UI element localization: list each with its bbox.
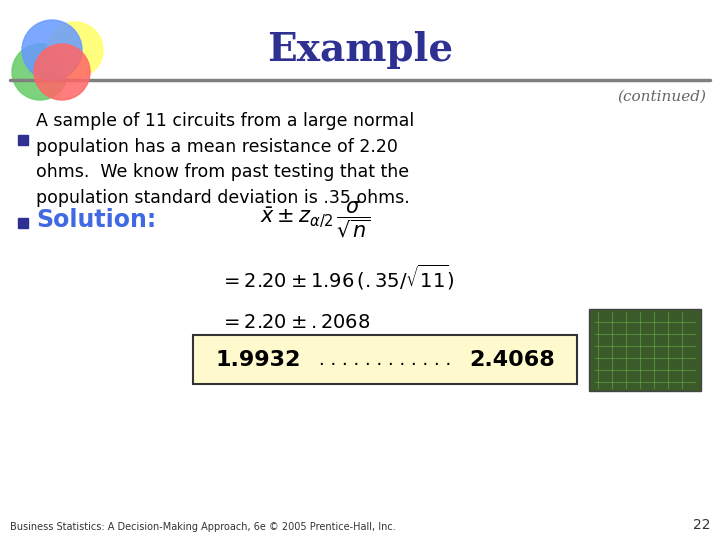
Text: $\bar{x} \pm z_{\alpha/2}\,\dfrac{\sigma}{\sqrt{n}}$: $\bar{x} \pm z_{\alpha/2}\,\dfrac{\sigma… — [260, 200, 371, 240]
Text: A sample of 11 circuits from a large normal
population has a mean resistance of : A sample of 11 circuits from a large nor… — [36, 112, 414, 207]
Circle shape — [22, 20, 82, 80]
FancyBboxPatch shape — [589, 309, 701, 391]
Text: 2.4068: 2.4068 — [469, 350, 555, 370]
Text: 22: 22 — [693, 518, 710, 532]
Circle shape — [12, 44, 68, 100]
Text: $= 2.20 \pm 1.96\,(.35/\sqrt{11})$: $= 2.20 \pm 1.96\,(.35/\sqrt{11})$ — [220, 262, 455, 292]
Text: 1.9932: 1.9932 — [215, 350, 300, 370]
Text: Example: Example — [267, 31, 453, 69]
Circle shape — [34, 44, 90, 100]
Circle shape — [47, 22, 103, 78]
Text: . . . . . . . . . . . .: . . . . . . . . . . . . — [319, 351, 451, 369]
Bar — [18, 218, 28, 228]
Bar — [18, 135, 28, 145]
Text: Solution:: Solution: — [36, 208, 156, 232]
FancyBboxPatch shape — [193, 335, 577, 384]
Text: $= 2.20 \pm .2068$: $= 2.20 \pm .2068$ — [220, 313, 371, 332]
Text: (continued): (continued) — [617, 90, 706, 104]
Text: Business Statistics: A Decision-Making Approach, 6e © 2005 Prentice-Hall, Inc.: Business Statistics: A Decision-Making A… — [10, 522, 396, 532]
